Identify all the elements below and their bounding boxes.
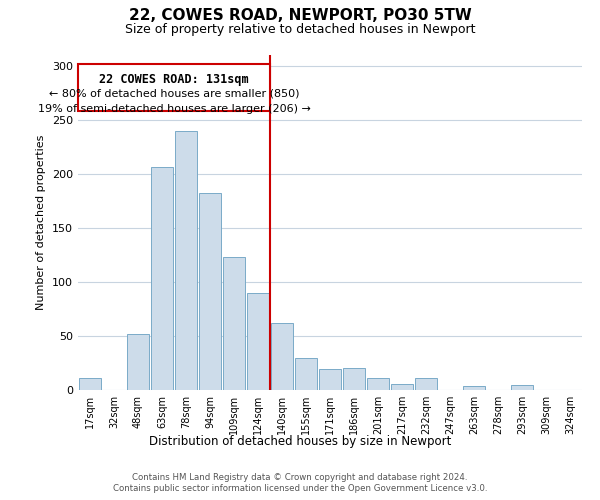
- Bar: [415, 378, 437, 390]
- Bar: [367, 378, 389, 390]
- Text: Distribution of detached houses by size in Newport: Distribution of detached houses by size …: [149, 435, 451, 448]
- Text: 22 COWES ROAD: 131sqm: 22 COWES ROAD: 131sqm: [99, 74, 249, 86]
- Text: 19% of semi-detached houses are larger (206) →: 19% of semi-detached houses are larger (…: [38, 104, 310, 114]
- Bar: [319, 370, 341, 390]
- Bar: [79, 64, 269, 111]
- Text: Contains HM Land Registry data © Crown copyright and database right 2024.: Contains HM Land Registry data © Crown c…: [132, 472, 468, 482]
- Text: 22, COWES ROAD, NEWPORT, PO30 5TW: 22, COWES ROAD, NEWPORT, PO30 5TW: [128, 8, 472, 22]
- Bar: [391, 384, 413, 390]
- Y-axis label: Number of detached properties: Number of detached properties: [37, 135, 46, 310]
- Bar: [175, 130, 197, 390]
- Bar: [127, 334, 149, 390]
- Bar: [271, 323, 293, 390]
- Bar: [223, 257, 245, 390]
- Bar: [343, 368, 365, 390]
- Text: ← 80% of detached houses are smaller (850): ← 80% of detached houses are smaller (85…: [49, 88, 299, 99]
- Bar: [511, 384, 533, 390]
- Bar: [151, 168, 173, 390]
- Bar: [199, 194, 221, 390]
- Bar: [295, 358, 317, 390]
- Bar: [247, 292, 269, 390]
- Text: Contains public sector information licensed under the Open Government Licence v3: Contains public sector information licen…: [113, 484, 487, 493]
- Text: Size of property relative to detached houses in Newport: Size of property relative to detached ho…: [125, 22, 475, 36]
- Bar: [463, 386, 485, 390]
- Bar: [79, 378, 101, 390]
